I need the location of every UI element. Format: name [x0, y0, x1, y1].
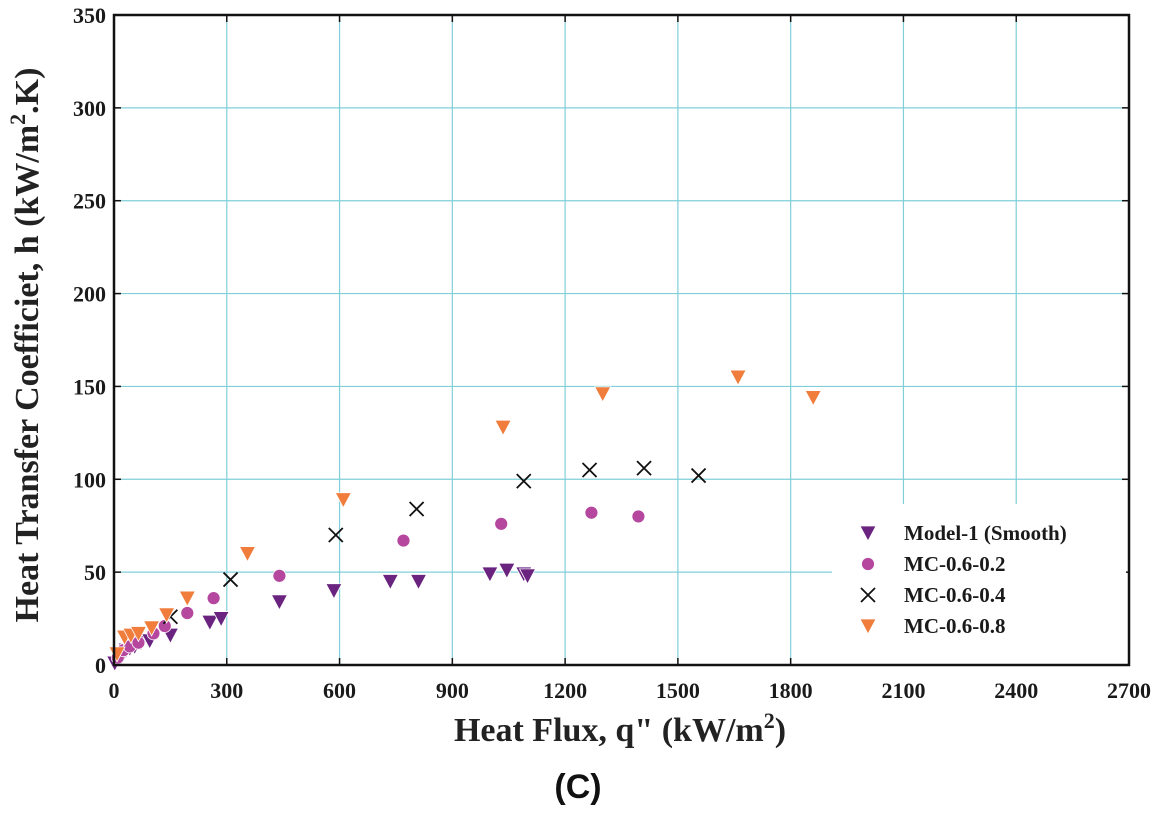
x-tick-label: 2700	[1107, 678, 1151, 703]
y-tick-label: 50	[84, 560, 106, 585]
data-points	[106, 369, 822, 672]
data-point	[518, 568, 537, 585]
y-axis-title: Heat Transfer Coefficiet, h (kW/m2.K)	[5, 68, 46, 623]
data-point	[804, 390, 822, 407]
data-point	[328, 527, 344, 543]
legend-label: MC-0.6-0.8	[904, 614, 1005, 638]
data-point	[129, 626, 148, 643]
x-tick-label: 1200	[543, 678, 587, 703]
x-tick-label: 1500	[656, 678, 700, 703]
data-point	[206, 591, 221, 606]
data-point	[636, 460, 652, 476]
legend-marker	[859, 618, 877, 635]
data-point	[408, 501, 425, 517]
y-tick-label: 200	[73, 282, 106, 307]
figure-caption: (C)	[554, 768, 602, 806]
data-point	[381, 574, 399, 591]
y-tick-label: 100	[73, 467, 106, 492]
data-point	[272, 568, 287, 583]
data-point	[222, 571, 239, 588]
legend-background	[832, 504, 1126, 664]
data-point	[729, 369, 747, 386]
y-tick-label: 150	[73, 374, 106, 399]
y-tick-label: 0	[95, 653, 106, 678]
data-point	[594, 386, 612, 403]
data-point	[631, 509, 646, 524]
x-tick-label: 2400	[994, 678, 1038, 703]
data-point	[481, 566, 499, 583]
data-point	[409, 574, 428, 591]
data-point	[201, 614, 219, 632]
data-point	[238, 546, 257, 563]
data-point	[494, 516, 509, 531]
plot-frame	[112, 13, 1131, 667]
data-point	[516, 473, 532, 489]
data-point	[690, 467, 707, 484]
series-4	[108, 369, 822, 663]
data-point	[142, 620, 161, 637]
data-point	[498, 562, 516, 580]
legend-label: MC-0.6-0.2	[904, 552, 1005, 576]
axis-ticks: 0 300 600 900 1200 1500 1800 2100 2400 2700 0 50 100…	[73, 3, 1151, 703]
data-point	[334, 492, 352, 509]
x-tick-label: 900	[436, 678, 469, 703]
legend-marker	[861, 557, 875, 571]
legend-marker	[859, 525, 877, 542]
x-axis-title: Heat Flux, q" (kW/m2)	[454, 708, 786, 749]
data-point	[157, 607, 176, 624]
x-tick-label: 2100	[881, 678, 925, 703]
data-point	[494, 419, 512, 437]
data-point	[212, 611, 230, 628]
data-point	[180, 606, 195, 620]
y-tick-label: 350	[73, 3, 106, 28]
data-point	[270, 594, 289, 611]
legend-marker	[860, 587, 876, 603]
data-point	[325, 583, 343, 600]
x-tick-label: 300	[210, 678, 243, 703]
legend: Model-1 (Smooth) MC-0.6-0.2 MC-0.6-0.4 MC-0…	[859, 521, 1067, 638]
y-tick-label: 300	[73, 96, 106, 121]
data-point	[396, 533, 411, 548]
legend-label: Model-1 (Smooth)	[904, 521, 1067, 545]
legend-label: MC-0.6-0.4	[904, 583, 1006, 607]
series-3	[162, 460, 707, 625]
data-point	[178, 590, 196, 607]
y-tick-label: 250	[73, 189, 106, 214]
x-tick-label: 1800	[769, 678, 813, 703]
x-tick-label: 600	[323, 678, 356, 703]
data-point	[584, 505, 599, 520]
x-tick-label: 0	[109, 678, 120, 703]
data-point	[581, 462, 598, 478]
